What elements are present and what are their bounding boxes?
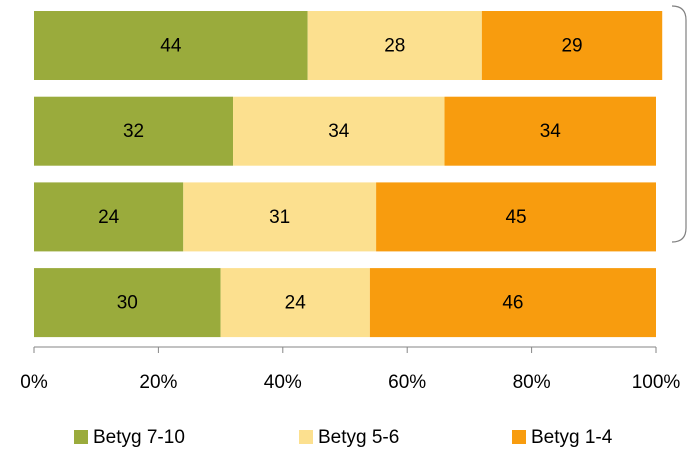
bar-segment xyxy=(481,11,663,80)
data-label: 30 xyxy=(117,293,138,314)
bracket xyxy=(671,5,687,243)
bar-segment xyxy=(369,268,656,338)
legend-label: Betyg 5-6 xyxy=(318,427,399,448)
x-tick-label: 0% xyxy=(20,372,48,393)
data-label: 46 xyxy=(502,293,523,314)
data-label: 45 xyxy=(505,207,526,228)
data-label: 31 xyxy=(269,207,290,228)
data-label: 34 xyxy=(328,121,350,142)
bar-segment xyxy=(376,182,656,252)
bar-segment xyxy=(183,182,377,252)
data-label: 24 xyxy=(98,207,120,228)
data-label: 44 xyxy=(160,36,182,57)
bar-segment xyxy=(220,268,370,338)
x-tick-label: 80% xyxy=(513,372,551,393)
bar-segment xyxy=(34,96,234,166)
bar-segment xyxy=(307,11,482,80)
x-tick-label: 60% xyxy=(388,372,426,393)
legend-swatch xyxy=(512,430,526,444)
data-label: 34 xyxy=(540,121,562,142)
bar-segment xyxy=(444,96,656,166)
x-tick-label: 100% xyxy=(632,372,681,393)
bar-segment xyxy=(34,182,184,252)
bar-segment xyxy=(34,268,221,338)
legend-label: Betyg 1-4 xyxy=(531,427,613,448)
data-label: 29 xyxy=(561,36,582,57)
x-tick-label: 40% xyxy=(264,372,302,393)
legend-swatch xyxy=(74,430,88,444)
data-label: 32 xyxy=(123,121,144,142)
legend-swatch xyxy=(299,430,313,444)
data-label: 28 xyxy=(384,36,405,57)
bar-segment xyxy=(34,11,308,80)
data-label: 24 xyxy=(285,293,307,314)
bar-segment xyxy=(233,96,445,166)
legend-label: Betyg 7-10 xyxy=(93,427,185,448)
x-tick-label: 20% xyxy=(139,372,177,393)
